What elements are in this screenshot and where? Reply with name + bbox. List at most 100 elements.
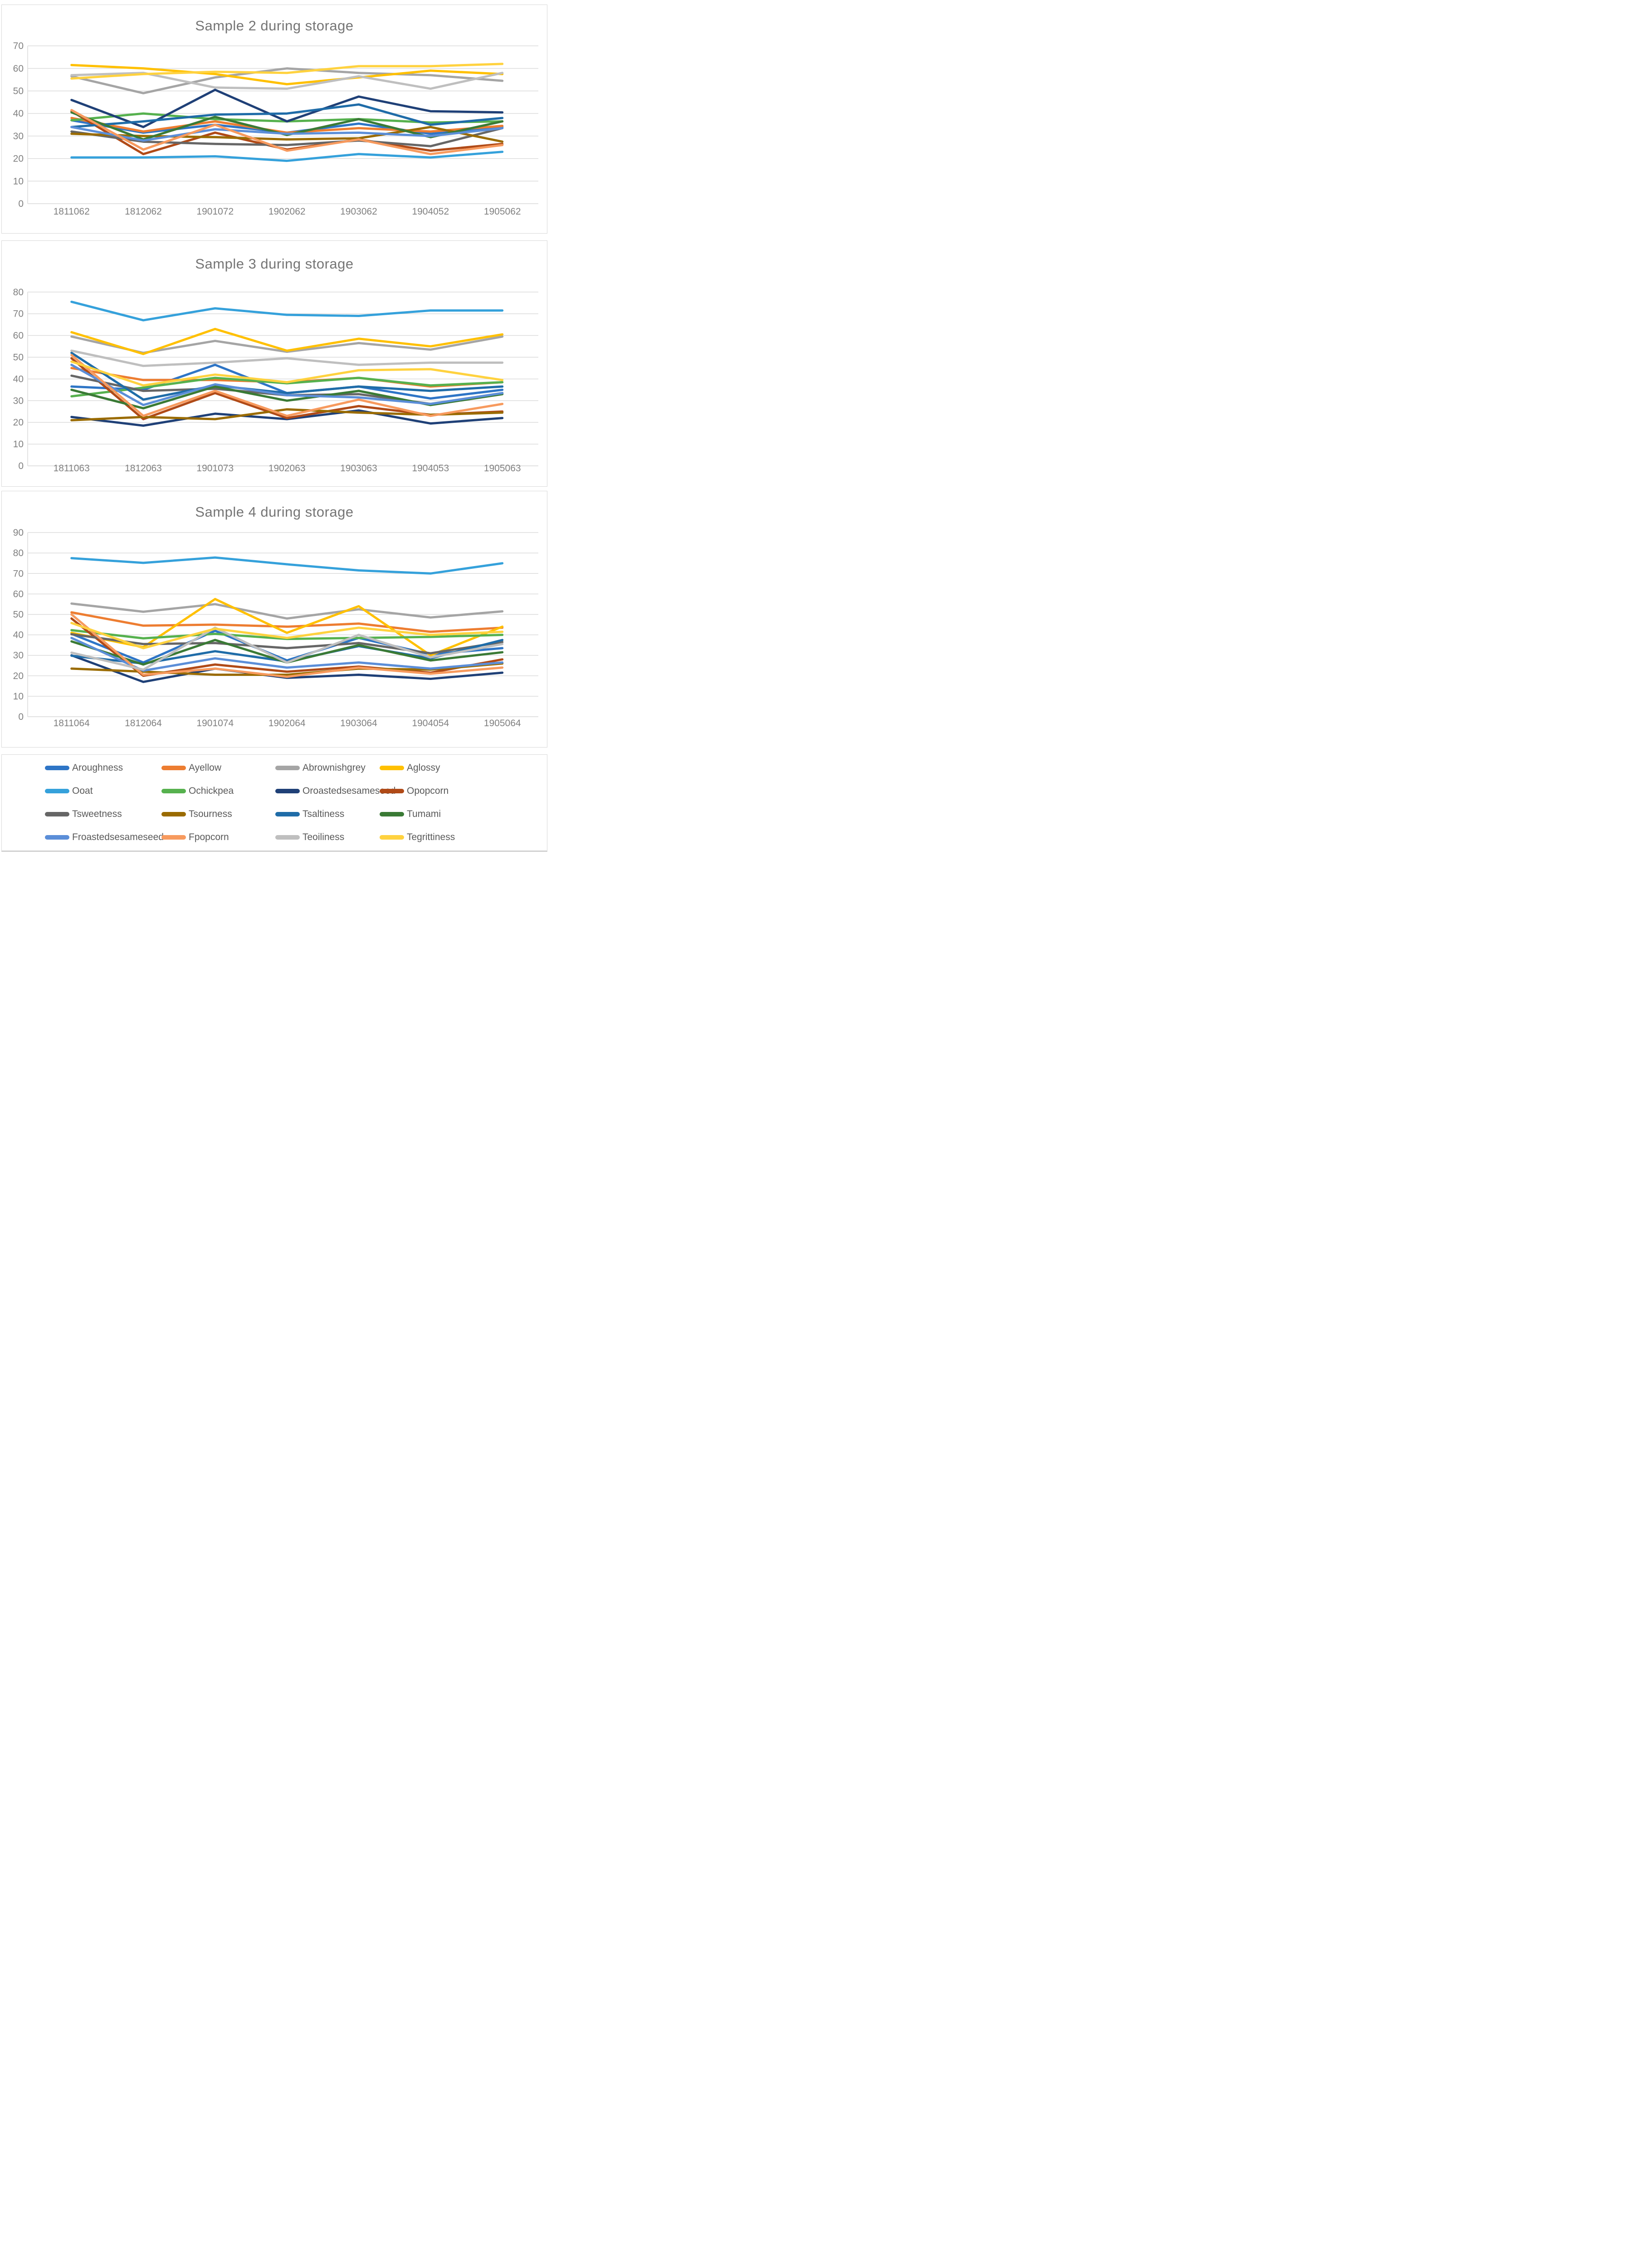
legend-item-Tegrittiness: Tegrittiness	[380, 832, 455, 843]
legend-label-Tsaltiness: Tsaltiness	[302, 809, 345, 819]
y-tick-label: 0	[18, 461, 24, 471]
legend-label-Ochickpea: Ochickpea	[189, 786, 234, 796]
legend-item-Opopcorn: Opopcorn	[380, 786, 449, 797]
y-tick-label: 40	[13, 630, 24, 640]
legend-item-Tsaltiness: Tsaltiness	[275, 809, 344, 820]
chart-panel-sample-3: Sample 3 during storage 0 10 20 30 40 50 60 70 8…	[1, 240, 547, 487]
series-lines	[70, 63, 504, 162]
y-tick-label: 30	[13, 396, 24, 406]
legend-label-Froastedsesameseed: Froastedsesameseed	[72, 832, 164, 842]
legend-swatch-Froastedsesameseed	[45, 835, 69, 840]
legend-label-Ayellow: Ayellow	[189, 763, 221, 773]
x-tick-label: 1812064	[125, 718, 162, 728]
legend-swatch-Teoiliness	[275, 835, 300, 840]
chart-panel-sample-2: Sample 2 during storage 0 10 20 30 40 50 60 70 1…	[1, 5, 547, 234]
legend-item-Ooat: Ooat	[45, 786, 93, 797]
x-tick-label: 1903062	[340, 206, 377, 217]
legend-swatch-Tegrittiness	[380, 835, 404, 840]
legend-label-Aroughness: Aroughness	[72, 763, 123, 773]
series-line-Froastedsesameseed	[70, 363, 504, 406]
x-tick-label: 1905064	[484, 718, 521, 728]
y-axis-tick-labels: 0 10 20 30 40 50 60 70 80 90	[13, 528, 24, 722]
x-tick-label: 1903063	[340, 463, 377, 474]
legend-label-Fpopcorn: Fpopcorn	[189, 832, 229, 842]
x-axis-category-labels: 1811064 1812064 1901074 1902064 1903064 19040…	[54, 718, 521, 728]
series-line-Fpopcorn	[70, 354, 504, 417]
y-tick-label: 80	[13, 287, 24, 298]
y-tick-label: 80	[13, 548, 24, 558]
series-line-Froastedsesameseed	[70, 126, 504, 142]
y-tick-label: 20	[13, 154, 24, 164]
x-axis-category-labels: 1811062 1812062 1901072 1902062 1903062 19040…	[54, 206, 521, 217]
series-line-Ooat	[70, 300, 504, 322]
series-lines	[70, 300, 504, 427]
legend-swatch-Abrownishgrey	[275, 766, 300, 770]
x-tick-label: 1902063	[268, 463, 306, 474]
series-line-Oroastedsesameseed	[70, 88, 504, 128]
series-line-Teoiliness	[70, 349, 504, 367]
series-line-Ooat	[70, 151, 504, 162]
y-axis-tick-labels: 0 10 20 30 40 50 60 70 80	[13, 287, 24, 471]
legend-swatch-Oroastedsesameseed	[275, 789, 300, 793]
x-tick-label: 1811062	[54, 206, 90, 217]
series-line-Tegrittiness	[70, 360, 504, 387]
y-tick-label: 70	[13, 309, 24, 319]
legend-item-Abrownishgrey: Abrownishgrey	[275, 763, 366, 773]
y-axis-tick-labels: 0 10 20 30 40 50 60 70	[13, 41, 24, 209]
line-chart-sample-3: 0 10 20 30 40 50 60 70 80 1811063 1812063 1901073 19…	[13, 287, 538, 474]
line-chart-sample-4: 0 10 20 30 40 50 60 70 80 90 1811064 1812064 1901074…	[13, 528, 538, 728]
y-tick-label: 0	[18, 199, 24, 209]
legend-item-Fpopcorn: Fpopcorn	[161, 832, 229, 843]
legend-swatch-Opopcorn	[380, 789, 404, 793]
x-tick-label: 1901073	[196, 463, 234, 474]
series-line-Abrownishgrey	[70, 67, 504, 94]
series-line-Tsaltiness	[70, 103, 504, 128]
series-line-Tegrittiness	[70, 63, 504, 80]
y-tick-label: 50	[13, 610, 24, 620]
series-line-Tsaltiness	[70, 352, 504, 401]
y-tick-label: 40	[13, 108, 24, 119]
x-tick-label: 1905063	[484, 463, 521, 474]
x-axis-category-labels: 1811063 1812063 1901073 1902063 1903063 19040…	[54, 463, 521, 474]
chart-title-sample-2: Sample 2 during storage	[195, 18, 354, 34]
y-tick-label: 40	[13, 374, 24, 384]
legend-swatch-Tsourness	[161, 812, 186, 816]
legend-swatch-Tumami	[380, 812, 404, 816]
x-tick-label: 1904054	[412, 718, 449, 728]
legend-label-Tsourness: Tsourness	[189, 809, 232, 819]
y-tick-label: 10	[13, 176, 24, 186]
series-line-Abrownishgrey	[70, 602, 504, 620]
legend-swatch-Tsaltiness	[275, 812, 300, 816]
legend-label-Oroastedsesameseed: Oroastedsesameseed	[302, 786, 396, 796]
y-tick-label: 60	[13, 64, 24, 74]
legend-panel: Aroughness Ayellow Abrownishgrey Aglossy Ooa…	[1, 754, 547, 852]
series-line-Tsourness	[70, 126, 504, 143]
y-tick-label: 20	[13, 417, 24, 428]
legend-label-Ooat: Ooat	[72, 786, 93, 796]
y-tick-label: 30	[13, 650, 24, 661]
y-tick-label: 60	[13, 331, 24, 341]
series-lines	[70, 556, 504, 683]
series-line-Aglossy	[70, 64, 504, 86]
chart-title-sample-3: Sample 3 during storage	[195, 256, 354, 272]
x-tick-label: 1904052	[412, 206, 449, 217]
x-tick-label: 1812062	[125, 206, 162, 217]
series-line-Fpopcorn	[70, 109, 504, 156]
series-line-Aglossy	[70, 327, 504, 355]
series-line-Teoiliness	[70, 626, 504, 671]
legend-item-Oroastedsesameseed: Oroastedsesameseed	[275, 786, 395, 797]
legend-label-Aglossy: Aglossy	[407, 763, 440, 773]
x-tick-label: 1901074	[196, 718, 234, 728]
series-line-Ooat	[70, 556, 504, 575]
y-tick-label: 30	[13, 131, 24, 142]
legend-item-Aglossy: Aglossy	[380, 763, 440, 773]
y-tick-label: 0	[18, 712, 24, 722]
legend-item-Aroughness: Aroughness	[45, 763, 123, 773]
y-tick-label: 50	[13, 352, 24, 363]
gridlines	[27, 292, 538, 466]
x-tick-label: 1812063	[125, 463, 162, 474]
legend-item-Teoiliness: Teoiliness	[275, 832, 344, 843]
y-tick-label: 10	[13, 439, 24, 450]
series-line-Tsweetness	[70, 633, 504, 655]
legend-label-Opopcorn: Opopcorn	[407, 786, 449, 796]
